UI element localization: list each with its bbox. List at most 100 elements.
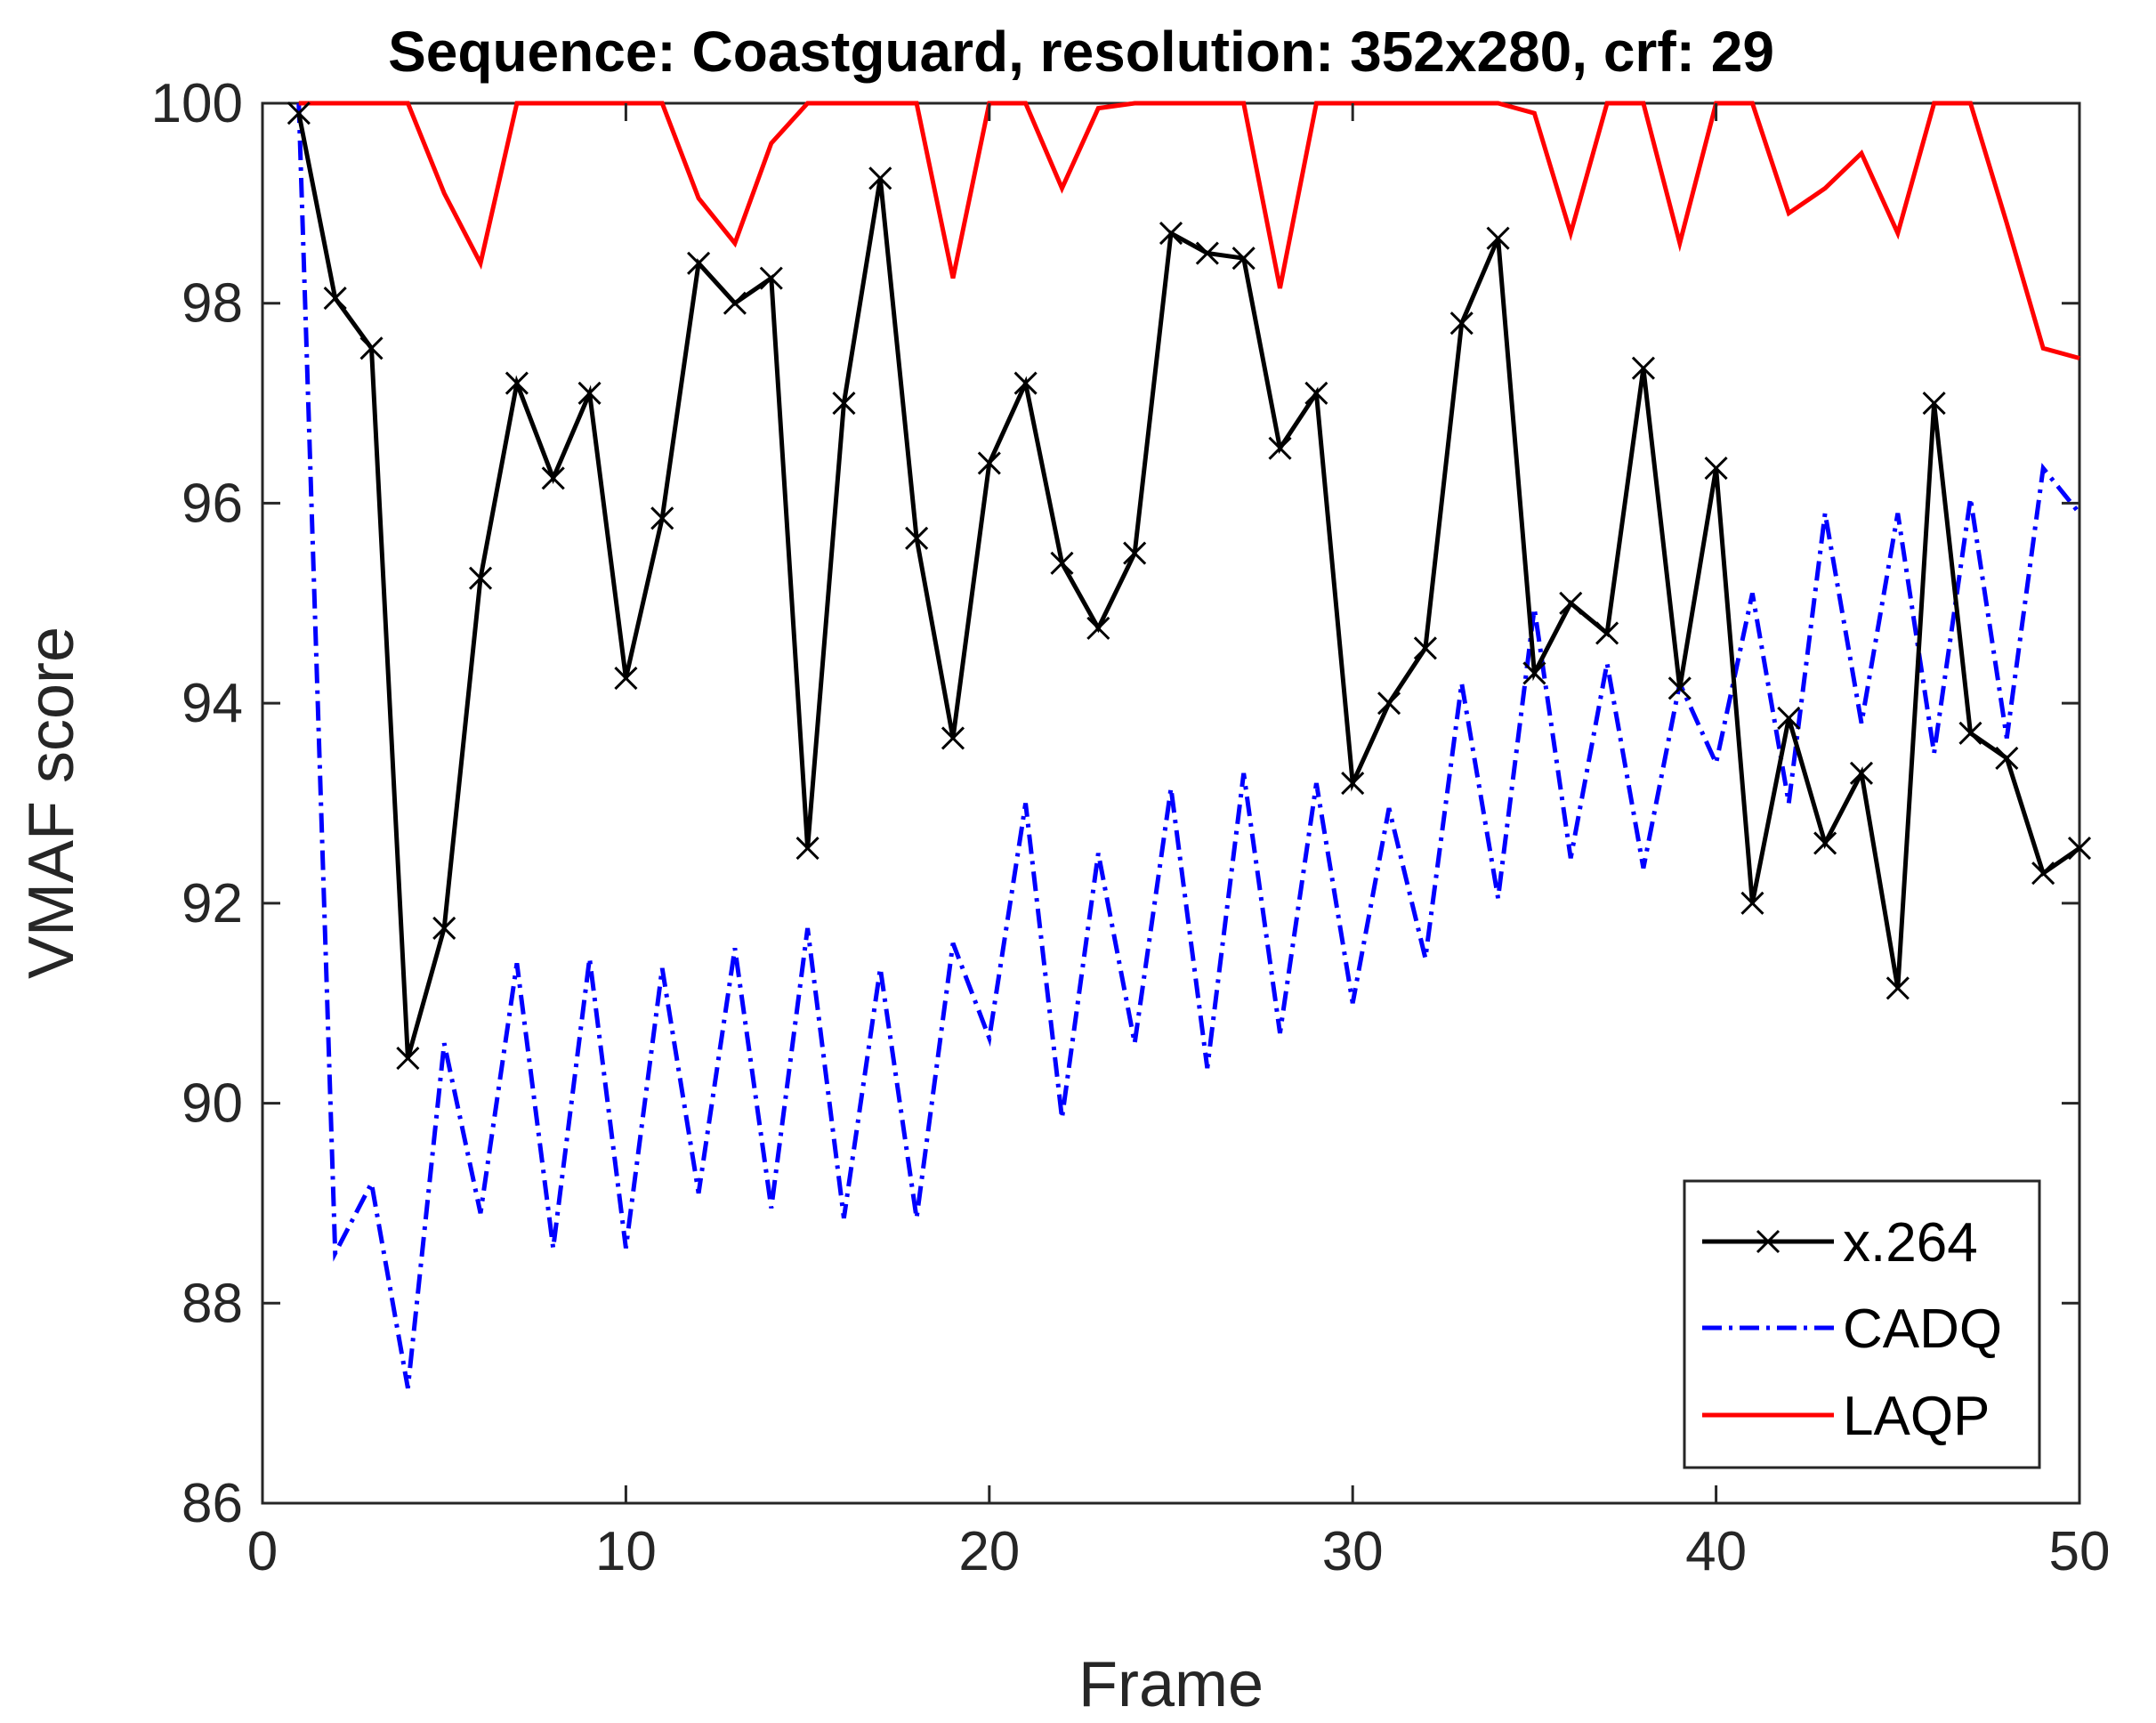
marker-stroke: [1995, 746, 2019, 770]
data-point-x-264: [359, 336, 384, 360]
y-tick-label: 94: [182, 673, 243, 734]
marker-stroke: [1231, 247, 1256, 271]
data-point-x-264: [323, 287, 347, 311]
data-point-x-264: [614, 666, 638, 691]
chart-title: Sequence: Coastguard, resolution: 352x28…: [388, 20, 1774, 84]
x-tick-label: 30: [1322, 1521, 1384, 1582]
data-point-x-264: [468, 566, 493, 590]
marker-stroke: [505, 371, 529, 395]
data-point-x-264: [541, 466, 565, 490]
marker-stroke: [1413, 636, 1437, 660]
data-point-x-264: [1559, 591, 1583, 615]
data-point-x-264: [1813, 831, 1837, 855]
data-point-x-264: [1013, 371, 1038, 395]
marker-stroke: [905, 526, 929, 550]
marker-stroke: [614, 666, 638, 691]
x-axis-label: Frame: [1078, 1649, 1264, 1720]
data-point-x-264: [1922, 392, 1946, 416]
data-point-x-264: [1231, 247, 1256, 271]
data-point-x-264: [1777, 706, 1801, 731]
data-point-x-264: [1341, 771, 1365, 796]
series-layer: [287, 101, 2092, 1389]
marker-stroke: [541, 466, 565, 490]
data-point-x-264: [1413, 636, 1437, 660]
data-point-x-264: [868, 166, 892, 190]
data-point-x-264: [723, 291, 747, 315]
legend-marker: [1756, 1229, 1781, 1254]
data-point-x-264: [1704, 457, 1728, 481]
data-point-x-264: [577, 381, 602, 405]
y-tick-label: 88: [182, 1273, 243, 1334]
marker-stroke: [1559, 591, 1583, 615]
marker-stroke: [577, 381, 602, 405]
marker-stroke: [977, 451, 1001, 475]
data-point-x-264: [287, 101, 311, 125]
marker-stroke: [287, 101, 311, 125]
marker-stroke: [868, 166, 892, 190]
marker-stroke: [1050, 551, 1074, 575]
marker-stroke: [1268, 436, 1292, 460]
data-point-x-264: [1885, 976, 1910, 1000]
legend-label: x.264: [1843, 1212, 1978, 1274]
legend-label: CADQ: [1843, 1298, 2002, 1360]
marker-stroke: [1123, 541, 1147, 565]
x-tick-label: 50: [2049, 1521, 2111, 1582]
marker-stroke: [1631, 356, 1655, 380]
marker-stroke: [1595, 621, 1619, 645]
legend-box: [1683, 1179, 2041, 1469]
marker-stroke: [1159, 222, 1183, 246]
marker-stroke: [432, 916, 456, 941]
data-point-x-264: [1595, 621, 1619, 645]
marker-stroke: [1922, 392, 1946, 416]
marker-stroke: [1304, 381, 1328, 405]
marker-stroke: [1958, 721, 1982, 745]
marker-stroke: [396, 1046, 420, 1071]
legend-label: LAQP: [1843, 1386, 1990, 1447]
data-point-x-264: [795, 837, 820, 861]
marker-stroke: [1486, 226, 1510, 250]
marker-stroke: [1341, 771, 1365, 796]
marker-stroke: [1667, 676, 1692, 700]
marker-stroke: [687, 251, 711, 275]
marker-stroke: [1813, 831, 1837, 855]
y-tick-label: 92: [182, 873, 243, 934]
data-point-x-264: [1522, 661, 1546, 685]
legend: x.264 CADQ LAQP: [1683, 1179, 2041, 1469]
marker-stroke: [1013, 371, 1038, 395]
marker-stroke: [1777, 706, 1801, 731]
marker-stroke: [795, 837, 820, 861]
x-tick-label: 0: [247, 1521, 278, 1582]
data-point-x-264: [505, 371, 529, 395]
marker-stroke: [323, 287, 347, 311]
marker-stroke: [2067, 837, 2092, 861]
series-line-x-264: [296, 112, 2081, 1059]
data-point-x-264: [650, 506, 674, 530]
marker-stroke: [941, 726, 965, 750]
data-point-x-264: [941, 726, 965, 750]
series-line-cadq: [296, 102, 2081, 1389]
legend-items: x.264 CADQ LAQP: [1702, 1212, 2002, 1447]
data-point-x-264: [1631, 356, 1655, 380]
marker-stroke: [1704, 457, 1728, 481]
data-point-x-264: [759, 266, 783, 290]
data-point-x-264: [432, 916, 456, 941]
data-point-x-264: [1195, 241, 1219, 265]
data-point-x-264: [1268, 436, 1292, 460]
data-point-x-264: [1086, 616, 1110, 640]
data-point-x-264: [1995, 746, 2019, 770]
data-point-x-264: [1377, 692, 1401, 716]
marker-stroke: [1885, 976, 1910, 1000]
marker-stroke: [723, 291, 747, 315]
marker-stroke: [468, 566, 493, 590]
marker-stroke: [1849, 761, 1874, 785]
y-axis-label: VMAF score: [16, 627, 87, 979]
x-tick-label: 10: [595, 1521, 657, 1582]
data-point-x-264: [1159, 222, 1183, 246]
marker-stroke: [1086, 616, 1110, 640]
data-point-x-264: [977, 451, 1001, 475]
data-point-x-264: [832, 392, 856, 416]
marker-stroke: [1740, 891, 1764, 915]
y-tick-label: 90: [182, 1073, 243, 1135]
data-point-x-264: [1849, 761, 1874, 785]
marker-stroke: [1195, 241, 1219, 265]
